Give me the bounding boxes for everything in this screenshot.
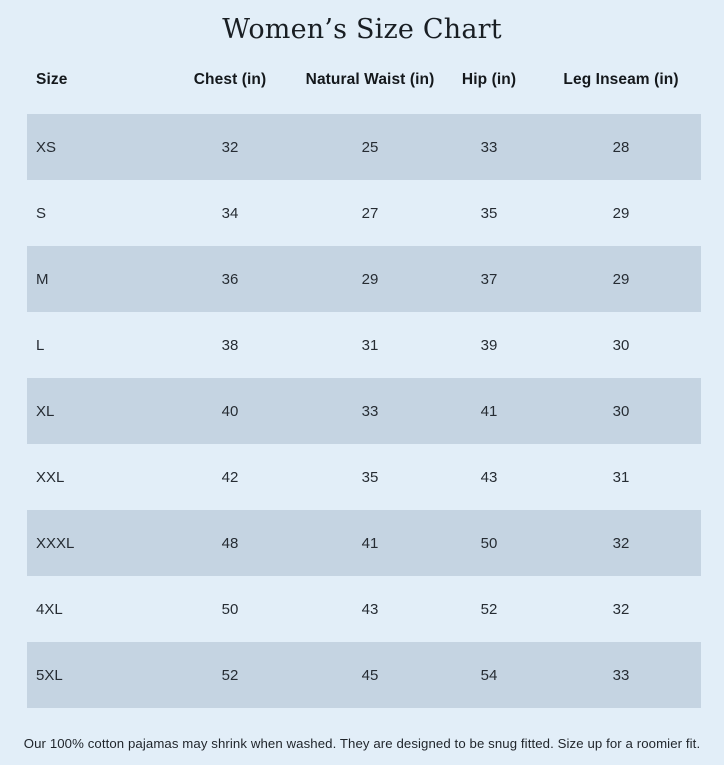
- cell-chest: 36: [221, 270, 239, 288]
- row-label: XXL: [36, 468, 65, 486]
- cell-leg-inseam: 31: [612, 468, 630, 486]
- table-row-xxxl: XXXL 48 41 50 32: [27, 510, 701, 576]
- footnote-text: Our 100% cotton pajamas may shrink when …: [23, 736, 701, 751]
- cell-chest: 32: [221, 138, 239, 156]
- table-row-5xl: 5XL 52 45 54 33: [27, 642, 701, 708]
- table-body: XS 32 25 33 28 S 34 27 35 29 M 36 29 37 …: [27, 114, 701, 708]
- table-row-xxl: XXL 42 35 43 31: [27, 444, 701, 510]
- cell-natural-waist: 27: [361, 204, 379, 222]
- cell-hip: 37: [480, 270, 498, 288]
- table-header-row: Size Chest (in) Natural Waist (in) Hip (…: [27, 46, 701, 114]
- row-label: XXXL: [36, 534, 75, 552]
- table-row-xl: XL 40 33 41 30: [27, 378, 701, 444]
- cell-leg-inseam: 30: [612, 336, 630, 354]
- cell-hip: 39: [480, 336, 498, 354]
- cell-natural-waist: 29: [361, 270, 379, 288]
- table-row-s: S 34 27 35 29: [27, 180, 701, 246]
- row-label: 5XL: [36, 666, 63, 684]
- row-label: S: [36, 204, 47, 222]
- cell-leg-inseam: 32: [612, 534, 630, 552]
- cell-natural-waist: 33: [361, 402, 379, 420]
- cell-hip: 41: [480, 402, 498, 420]
- cell-leg-inseam: 29: [612, 270, 630, 288]
- column-header-hip: Hip (in): [461, 71, 517, 88]
- cell-chest: 40: [221, 402, 239, 420]
- row-label: XS: [36, 138, 57, 156]
- table-row-xs: XS 32 25 33 28: [27, 114, 701, 180]
- cell-chest: 38: [221, 336, 239, 354]
- column-header-natural-waist: Natural Waist (in): [305, 71, 435, 88]
- cell-leg-inseam: 28: [612, 138, 630, 156]
- row-label: L: [36, 336, 45, 354]
- cell-chest: 34: [221, 204, 239, 222]
- column-header-chest: Chest (in): [193, 71, 267, 88]
- table-row-m: M 36 29 37 29: [27, 246, 701, 312]
- table-row-l: L 38 31 39 30: [27, 312, 701, 378]
- cell-hip: 54: [480, 666, 498, 684]
- cell-hip: 52: [480, 600, 498, 618]
- row-label: M: [36, 270, 49, 288]
- size-chart-table: Size Chest (in) Natural Waist (in) Hip (…: [27, 46, 701, 708]
- cell-chest: 48: [221, 534, 239, 552]
- table-row-4xl: 4XL 50 43 52 32: [27, 576, 701, 642]
- cell-leg-inseam: 30: [612, 402, 630, 420]
- cell-leg-inseam: 33: [612, 666, 630, 684]
- cell-natural-waist: 31: [361, 336, 379, 354]
- cell-chest: 50: [221, 600, 239, 618]
- cell-hip: 33: [480, 138, 498, 156]
- cell-chest: 42: [221, 468, 239, 486]
- column-header-leg-inseam: Leg Inseam (in): [563, 71, 679, 88]
- cell-hip: 43: [480, 468, 498, 486]
- column-header-size: Size: [36, 71, 68, 88]
- cell-natural-waist: 41: [361, 534, 379, 552]
- cell-natural-waist: 43: [361, 600, 379, 618]
- cell-natural-waist: 25: [361, 138, 379, 156]
- cell-leg-inseam: 29: [612, 204, 630, 222]
- cell-leg-inseam: 32: [612, 600, 630, 618]
- row-label: 4XL: [36, 600, 63, 618]
- cell-natural-waist: 35: [361, 468, 379, 486]
- cell-chest: 52: [221, 666, 239, 684]
- row-label: XL: [36, 402, 55, 420]
- cell-hip: 35: [480, 204, 498, 222]
- cell-hip: 50: [480, 534, 498, 552]
- cell-natural-waist: 45: [361, 666, 379, 684]
- page-title: Women’s Size Chart: [222, 14, 502, 45]
